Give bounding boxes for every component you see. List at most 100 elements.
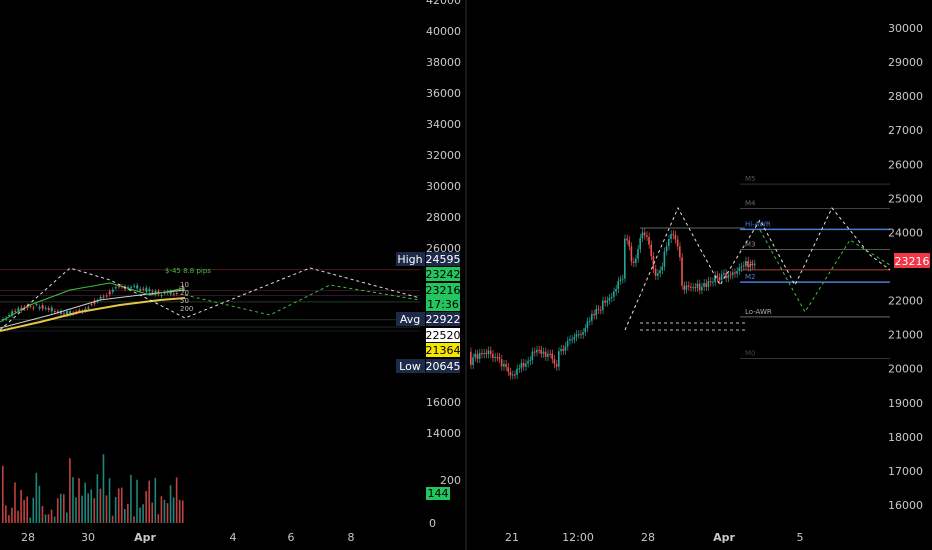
- candle-body: [562, 349, 564, 351]
- volume-bar: [35, 472, 38, 523]
- candle-body: [476, 353, 479, 359]
- right-price-axis[interactable]: 30000 29000 28000 27000 26000 25000 24000 22000…: [888, 22, 930, 512]
- candle-body: [707, 281, 710, 287]
- candle-body: [665, 246, 668, 252]
- price-badge-tag: [396, 312, 425, 326]
- candle-body: [66, 311, 69, 315]
- candle-body: [175, 293, 178, 295]
- volume-bar: [20, 489, 22, 523]
- candle-body: [670, 234, 672, 239]
- last-price-badge: [894, 253, 930, 268]
- right-y-tick: 27000: [888, 124, 923, 137]
- left-time-axis[interactable]: 28 30 Apr 4 6 8: [21, 531, 355, 544]
- candle-body: [35, 304, 38, 306]
- candle-body: [47, 308, 50, 310]
- candle-body: [474, 353, 476, 358]
- volume-bar: [93, 498, 96, 523]
- candle-body: [105, 295, 108, 297]
- ma-20-line: [0, 282, 186, 323]
- volume-bar: [102, 454, 105, 523]
- candle-body: [117, 286, 120, 288]
- candle-body: [679, 246, 681, 258]
- left-price-axis[interactable]: 42000 40000 38000 36000 34000 32000 30000 28000…: [426, 0, 461, 440]
- candle-body: [500, 359, 503, 367]
- price-badge-value: 23216: [426, 284, 461, 297]
- candle-body: [498, 357, 501, 360]
- right-y-tick: 25000: [888, 192, 923, 205]
- candle-body: [720, 274, 723, 281]
- right-y-tick: 18000: [888, 431, 923, 444]
- volume-bar: [56, 498, 59, 523]
- candle-body: [549, 353, 551, 355]
- candle-body: [38, 306, 41, 309]
- ma-label: 200: [180, 305, 193, 313]
- right-y-tick: 26000: [888, 158, 923, 171]
- candle-body: [681, 257, 683, 286]
- candle-body: [494, 356, 496, 359]
- price-badge-4: [426, 312, 460, 326]
- right-time-axis[interactable]: 21 12:00 28 Apr 5: [505, 531, 804, 544]
- zigzag-line: [0, 267, 421, 331]
- candle-body: [571, 339, 573, 341]
- volume-bar: [136, 479, 138, 523]
- candle-body: [731, 272, 734, 276]
- volume-bar: [124, 508, 126, 523]
- volume-badge-value: 144: [428, 487, 449, 500]
- volume-bar: [166, 503, 169, 523]
- price-badge-7: [426, 359, 460, 373]
- candle-body: [586, 321, 589, 329]
- candle-body: [489, 350, 492, 355]
- price-badge-name: Low: [399, 360, 421, 373]
- ma-200-line: [0, 297, 186, 332]
- left-y-tick: 36000: [426, 87, 461, 100]
- candle-body: [53, 310, 56, 312]
- candle-body: [111, 289, 114, 292]
- candle-body: [69, 311, 72, 315]
- volume-bar: [108, 478, 111, 523]
- ma-label: 10: [180, 281, 189, 289]
- volume-bar: [75, 497, 77, 523]
- candle-body: [487, 350, 490, 355]
- volume-bar: [117, 488, 120, 523]
- pips-annotation: $-45 8.8 pips: [165, 267, 211, 275]
- right-y-tick: 22000: [888, 295, 923, 308]
- candle-body: [624, 238, 626, 279]
- candle-body: [544, 351, 547, 357]
- projection-line: [759, 229, 891, 313]
- candle-body: [520, 363, 523, 369]
- left-y-tick: 14000: [426, 427, 461, 440]
- volume-bar: [120, 487, 123, 523]
- left-x-tick: 4: [230, 531, 237, 544]
- candle-body: [683, 285, 685, 290]
- candle-body: [56, 311, 59, 313]
- candle-body: [558, 351, 560, 367]
- candle-body: [742, 265, 745, 267]
- volume-bar: [172, 497, 175, 523]
- volume-tick: 200: [440, 474, 461, 487]
- left-y-tick: 28000: [426, 211, 461, 224]
- volume-bar: [145, 491, 147, 523]
- candle-body: [483, 353, 485, 355]
- volume-bar: [142, 504, 144, 523]
- right-chart-panel[interactable]: M5 M4 Hi-AWR M3 PP M2 Lo-AWR M0: [470, 175, 891, 380]
- candle-body: [472, 357, 474, 366]
- level-label: M5: [745, 175, 756, 183]
- candle-body: [93, 300, 96, 304]
- candle-body: [511, 374, 514, 376]
- volume-bar: [154, 477, 157, 523]
- candle-body: [573, 337, 575, 340]
- volume-bar: [81, 495, 83, 523]
- volume-bar: [72, 477, 74, 523]
- candle-body: [714, 275, 716, 282]
- price-badge-value: 22922: [426, 313, 461, 326]
- candle-body: [485, 353, 487, 355]
- candle-body: [41, 305, 44, 309]
- candle-body: [738, 267, 740, 271]
- volume-bar: [14, 482, 16, 523]
- candle-body: [650, 244, 652, 257]
- candle-body: [652, 256, 655, 269]
- candle-body: [514, 374, 516, 376]
- right-y-tick: 30000: [888, 22, 923, 35]
- candle-body: [522, 363, 525, 367]
